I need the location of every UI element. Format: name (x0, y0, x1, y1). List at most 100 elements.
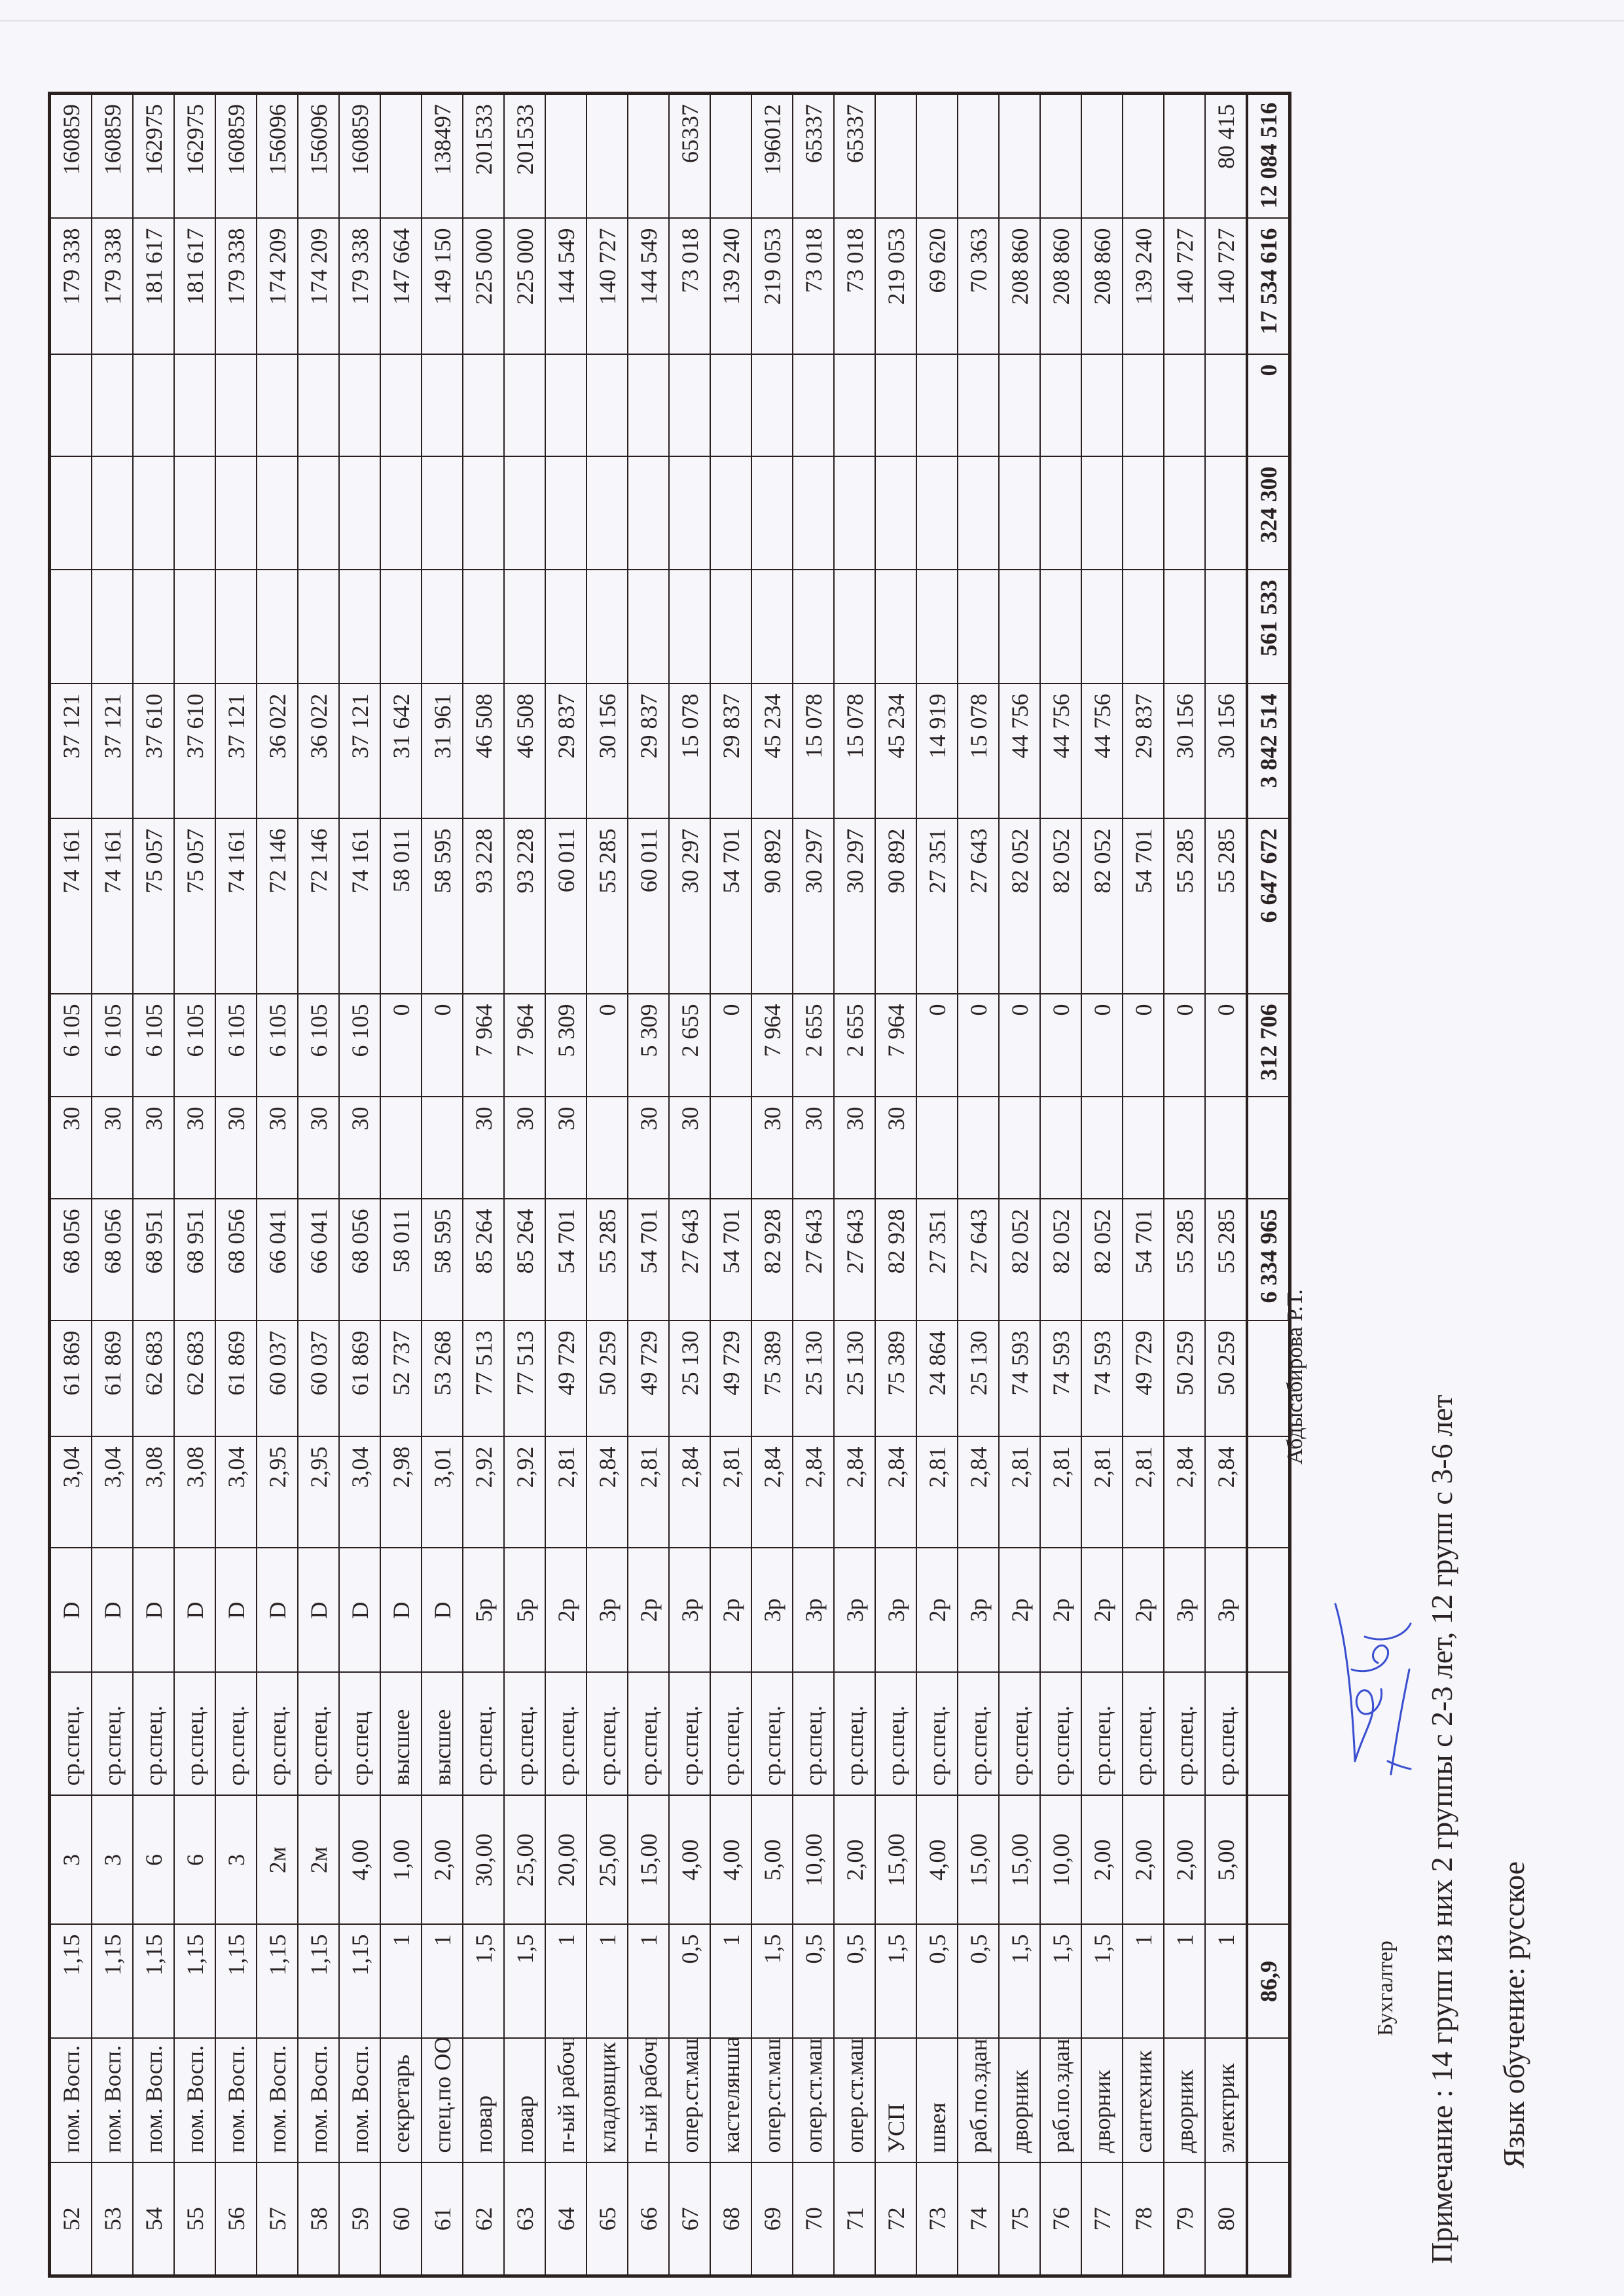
cell-category: D (133, 1548, 174, 1673)
cell-rate: 0,5 (958, 1924, 999, 2039)
cell-base-salary: 50 259 (1205, 1321, 1247, 1437)
cell-col-17: 17 534 616 (1247, 218, 1290, 355)
cell-coefficient: 2,84 (834, 1436, 875, 1548)
cell-col-14 (1081, 570, 1123, 684)
cell-education: ср.спец. (834, 1672, 875, 1796)
cell-percent: 30 (875, 1097, 916, 1199)
table-row: 63 повар 1,5 25,00 ср.спец. 5р 2,92 77 513 85 26… (504, 93, 545, 2276)
cell-bonus-amount: 7 964 (504, 994, 545, 1097)
cell-experience: 2м (257, 1795, 298, 1925)
table-row: 59 пом. Восп. 1,15 4,00 ср.спец D 3,04 61 869 68… (339, 93, 380, 2276)
cell-education: ср.спец. (628, 1672, 669, 1796)
cell-col-16 (1205, 354, 1247, 457)
cell-monthly-total: 74 161 (49, 818, 92, 994)
table-row: 67 опер.ст.маш. 0,5 4,00 ср.спец. 3р 2,84 25 13… (669, 93, 710, 2276)
cell-rate: 1 (1205, 1924, 1247, 2039)
cell-col-14 (958, 570, 999, 684)
cell-percent (380, 1097, 422, 1199)
cell-col-15 (1081, 456, 1123, 570)
cell-col-17: 208 860 (999, 218, 1040, 355)
cell-position: сантехник (1123, 2038, 1164, 2163)
cell-base-salary: 49 729 (710, 1321, 751, 1437)
cell-salary-with-bonus: 58 595 (422, 1199, 463, 1321)
cell-experience: 1,00 (380, 1795, 422, 1925)
cell-col-15: 324 300 (1247, 456, 1290, 570)
cell-education: ср.спец. (463, 1672, 504, 1796)
cell-col-16 (710, 354, 751, 457)
cell-col-14: 561 533 (1247, 570, 1290, 684)
cell-rate: 1,15 (215, 1924, 257, 2039)
cell-col-14 (422, 570, 463, 684)
cell-col-14 (710, 570, 751, 684)
cell-col-14 (504, 570, 545, 684)
cell-col-14 (999, 570, 1040, 684)
cell-rate: 1 (422, 1924, 463, 2039)
cell-col-13: 45 234 (875, 683, 916, 819)
cell-salary-with-bonus: 27 643 (958, 1199, 999, 1321)
staff-salary-table-sheet: 52 пом. Восп. 1,15 3 ср.спец. D 3,04 61 869 68 0… (48, 92, 1322, 2278)
cell-monthly-total: 82 052 (1040, 818, 1081, 994)
cell-monthly-total: 72 146 (298, 818, 339, 994)
cell-category: 3р (793, 1548, 834, 1673)
cell-col-17: 179 338 (92, 218, 133, 355)
cell-percent: 30 (92, 1097, 133, 1199)
cell-category: D (380, 1548, 422, 1673)
cell-monthly-total: 55 285 (1164, 818, 1205, 994)
cell-col-15 (999, 456, 1040, 570)
cell-col-13: 37 610 (133, 683, 174, 819)
cell-col-16 (751, 354, 793, 457)
cell-rate: 1,15 (174, 1924, 215, 2039)
cell-percent: 30 (834, 1097, 875, 1199)
cell-col-15 (215, 456, 257, 570)
cell-category: 3р (875, 1548, 916, 1673)
cell-row-number: 54 (133, 2162, 174, 2276)
cell-col-15 (916, 456, 958, 570)
cell-col-18: 65337 (669, 93, 710, 219)
cell-row-number: 74 (958, 2162, 999, 2276)
cell-bonus-amount: 0 (999, 994, 1040, 1097)
cell-monthly-total: 82 052 (999, 818, 1040, 994)
cell-category: 5р (504, 1548, 545, 1673)
cell-col-18 (916, 93, 958, 219)
cell-col-18 (586, 93, 628, 219)
cell-experience: 3 (49, 1795, 92, 1925)
cell-rate: 1,5 (463, 1924, 504, 2039)
cell-bonus-amount: 5 309 (628, 994, 669, 1097)
table-row: 60 секретарь 1 1,00 высшее D 2,98 52 737 58 011 0… (380, 93, 422, 2276)
cell-category: 2р (1081, 1548, 1123, 1673)
cell-base-salary: 49 729 (628, 1321, 669, 1437)
cell-col-15 (710, 456, 751, 570)
cell-bonus-amount: 7 964 (751, 994, 793, 1097)
cell-monthly-total: 90 892 (875, 818, 916, 994)
cell-col-14 (463, 570, 504, 684)
cell-row-number: 59 (339, 2162, 380, 2276)
total-row: 86,9 6 334 965 312 706 6 647 672 3 842 514 56… (1247, 93, 1290, 2276)
cell-col-18 (545, 93, 586, 219)
cell-education: ср.спец. (1164, 1672, 1205, 1796)
cell-col-15 (1205, 456, 1247, 570)
cell-salary-with-bonus: 55 285 (586, 1199, 628, 1321)
cell-base-salary: 50 259 (1164, 1321, 1205, 1437)
cell-position: пом. Восп. (49, 2038, 92, 2163)
signature-icon (1334, 1603, 1412, 1776)
cell-col-16 (504, 354, 545, 457)
cell-coefficient: 3,01 (422, 1436, 463, 1548)
cell-base-salary: 75 389 (751, 1321, 793, 1437)
cell-col-16 (49, 354, 92, 457)
cell-rate: 0,5 (793, 1924, 834, 2039)
cell-base-salary: 25 130 (793, 1321, 834, 1437)
cell-education: высшее (380, 1672, 422, 1796)
cell-experience: 15,00 (999, 1795, 1040, 1925)
cell-coefficient: 2,84 (669, 1436, 710, 1548)
cell-col-17: 174 209 (257, 218, 298, 355)
cell-base-salary: 62 683 (133, 1321, 174, 1437)
cell-bonus-amount: 0 (958, 994, 999, 1097)
cell-col-14 (669, 570, 710, 684)
cell-col-14 (628, 570, 669, 684)
cell-category: 2р (710, 1548, 751, 1673)
cell-col-14 (1123, 570, 1164, 684)
cell-coefficient: 2,95 (298, 1436, 339, 1548)
cell-col-18 (380, 93, 422, 219)
cell-coefficient: 3,08 (133, 1436, 174, 1548)
cell-position: опер.ст.маш. (751, 2038, 793, 2163)
